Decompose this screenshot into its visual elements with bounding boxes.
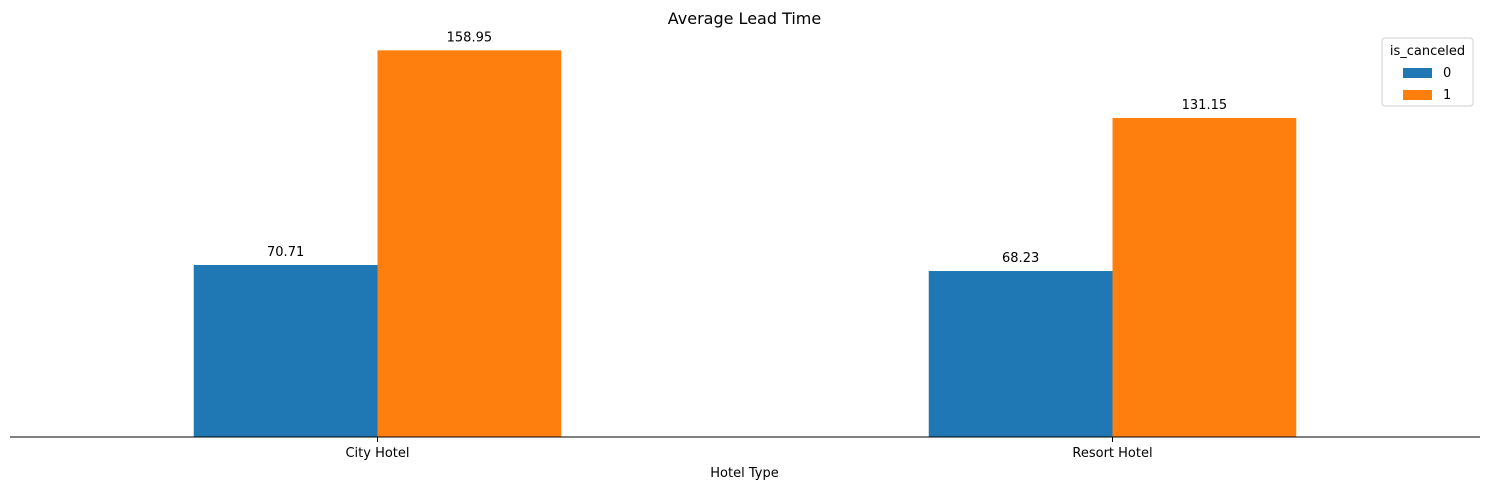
value-labels-layer: 70.71 158.95 68.23 131.15 xyxy=(267,30,1227,266)
value-label-resort-hotel-series-0: 68.23 xyxy=(1002,251,1039,266)
legend-label-1: 1 xyxy=(1443,88,1451,103)
x-ticks-layer: City Hotel Resort Hotel xyxy=(345,437,1153,461)
x-tick-label: City Hotel xyxy=(345,446,409,461)
legend: is_canceled 01 xyxy=(1381,37,1474,107)
bar-city-hotel-series-0 xyxy=(193,264,378,437)
legend-title: is_canceled xyxy=(1390,44,1465,59)
value-label-city-hotel-series-0: 70.71 xyxy=(267,245,304,260)
value-label-city-hotel-series-1: 158.95 xyxy=(447,30,493,45)
legend-items: 01 xyxy=(1403,66,1451,103)
x-tick-label: Resort Hotel xyxy=(1072,446,1152,461)
bar-city-hotel-series-1 xyxy=(377,50,562,438)
legend-swatch-1 xyxy=(1403,90,1432,100)
legend-label-0: 0 xyxy=(1443,66,1451,81)
bars-layer xyxy=(193,50,1297,438)
bar-resort-hotel-series-1 xyxy=(1112,117,1297,437)
legend-swatch-0 xyxy=(1403,68,1432,78)
value-label-resort-hotel-series-1: 131.15 xyxy=(1182,98,1228,113)
bar-resort-hotel-series-0 xyxy=(928,271,1113,437)
x-axis-label: Hotel Type xyxy=(710,466,778,481)
chart-title: Average Lead Time xyxy=(668,9,821,28)
